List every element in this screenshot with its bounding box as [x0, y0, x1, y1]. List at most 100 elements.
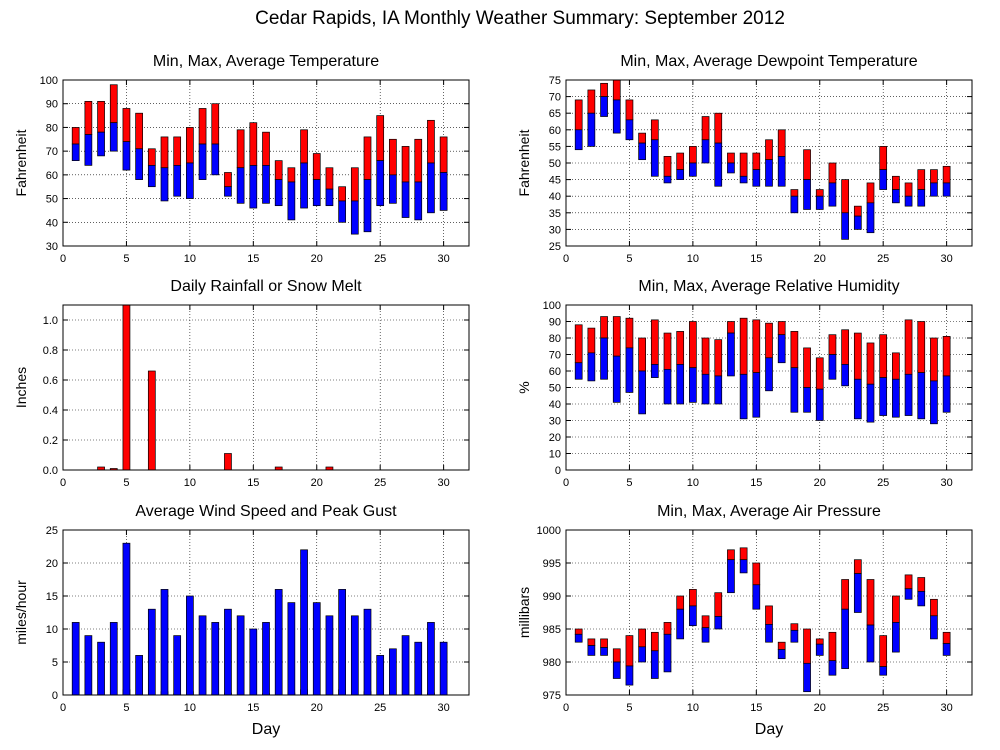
bar-lower: [224, 186, 232, 197]
bar-lower: [765, 624, 773, 643]
bar-upper: [689, 321, 697, 369]
bar-upper: [879, 635, 888, 667]
bar-lower: [574, 129, 583, 151]
bar-upper: [147, 148, 156, 166]
x-tick-label: 10: [184, 477, 196, 489]
bar-lower: [930, 380, 938, 425]
bar-upper: [160, 136, 169, 169]
x-tick-label: 25: [374, 702, 386, 714]
y-tick-label: 0.0: [43, 465, 58, 477]
bar-lower: [338, 200, 346, 223]
page-title: Cedar Rapids, IA Monthly Weather Summary…: [255, 8, 785, 29]
bar-lower: [236, 167, 245, 204]
y-tick-label: 50: [46, 194, 58, 206]
bar-series-1: [401, 635, 410, 696]
bar-lower: [828, 182, 837, 207]
bar-lower: [389, 174, 397, 204]
x-tick-label: 5: [626, 702, 632, 714]
bar-lower: [122, 141, 131, 171]
x-tick-label: 30: [438, 253, 450, 265]
bar-lower: [147, 165, 156, 188]
bar-series-1: [427, 622, 435, 696]
bar-upper: [828, 631, 837, 662]
bar-upper: [338, 186, 346, 202]
y-tick-label: 30: [549, 224, 561, 236]
bar-lower: [714, 616, 723, 630]
bar-upper: [714, 592, 723, 617]
bar-upper: [625, 635, 634, 667]
plot-frame: [565, 304, 973, 471]
bar-upper: [892, 175, 900, 190]
y-tick-label: 90: [549, 317, 561, 329]
x-tick-label: 10: [687, 253, 699, 265]
bar-upper: [828, 162, 837, 184]
bar-series-1: [249, 628, 258, 696]
bar-upper: [752, 562, 761, 586]
bar-lower: [689, 367, 697, 403]
bar-upper: [663, 332, 672, 370]
y-tick-label: 55: [549, 141, 561, 153]
bar-upper: [765, 322, 773, 359]
bar-lower: [600, 96, 608, 117]
x-tick-label: 20: [814, 702, 826, 714]
bar-upper: [663, 156, 672, 177]
bar-lower: [414, 181, 423, 221]
bar-lower: [892, 378, 900, 418]
y-tick-label: 70: [549, 350, 561, 362]
bar-lower: [904, 588, 913, 600]
bar-lower: [701, 627, 710, 643]
y-tick-label: 995: [543, 558, 561, 570]
bar-series-1: [389, 648, 397, 696]
bar-upper: [739, 547, 748, 561]
bar-lower: [727, 162, 735, 174]
bar-lower: [752, 169, 761, 187]
bar-upper: [752, 319, 761, 374]
bar-lower: [815, 195, 824, 210]
y-tick-label: 1000: [537, 525, 561, 537]
bar-lower: [828, 660, 837, 676]
bar-series-1: [287, 602, 296, 696]
bar-lower: [587, 352, 596, 382]
x-tick-label: 10: [687, 702, 699, 714]
bar-upper: [727, 321, 735, 334]
bar-series-1: [135, 655, 143, 696]
bar-upper: [612, 648, 621, 663]
chart-panel-humidity: 0 10 20 30 40 50 60 70 80 90 100 0 5 10 15 20 25 30 Min, M…: [516, 278, 973, 489]
bar-series-1: [160, 589, 169, 696]
plot-frame: [565, 79, 973, 247]
bar-lower: [803, 387, 811, 413]
bar-upper: [942, 631, 951, 644]
chart-panel-wind: 0 5 10 15 20 25 0 5 10 15 20 25 30 Average Wind Speed…: [13, 503, 470, 738]
y-tick-label: 75: [549, 75, 561, 87]
bar-lower: [904, 373, 913, 416]
x-tick-label: 0: [60, 477, 66, 489]
x-tick-label: 15: [750, 253, 762, 265]
bar-upper: [376, 115, 385, 161]
bar-lower: [173, 165, 182, 197]
bar-lower: [714, 375, 723, 405]
bar-lower: [777, 649, 786, 660]
y-tick-label: 25: [549, 241, 561, 253]
bar-lower: [739, 559, 748, 574]
y-tick-label: 0.6: [43, 375, 58, 387]
bar-upper: [650, 631, 659, 652]
bar-lower: [701, 373, 710, 405]
bar-series-1: [262, 622, 270, 696]
bar-upper: [676, 331, 685, 365]
bar-upper: [904, 319, 913, 375]
panel-title: Daily Rainfall or Snow Melt: [170, 278, 362, 295]
chart-panel-rainfall: 0.0 0.2 0.4 0.6 0.8 1.0 0 5 10 15 20 25 30 Daily Rain…: [13, 278, 470, 489]
y-tick-label: 15: [46, 591, 58, 603]
y-axis-label: Inches: [13, 367, 29, 408]
x-tick-label: 5: [626, 477, 632, 489]
x-tick-label: 10: [184, 253, 196, 265]
x-tick-label: 25: [877, 253, 889, 265]
bar-lower: [625, 347, 634, 393]
bar-upper: [765, 605, 773, 625]
bar-lower: [109, 122, 118, 152]
bar-upper: [224, 172, 232, 188]
y-tick-label: 60: [549, 125, 561, 137]
bar-series-1: [414, 641, 423, 696]
bar-upper: [249, 122, 258, 166]
bar-upper: [587, 327, 596, 354]
